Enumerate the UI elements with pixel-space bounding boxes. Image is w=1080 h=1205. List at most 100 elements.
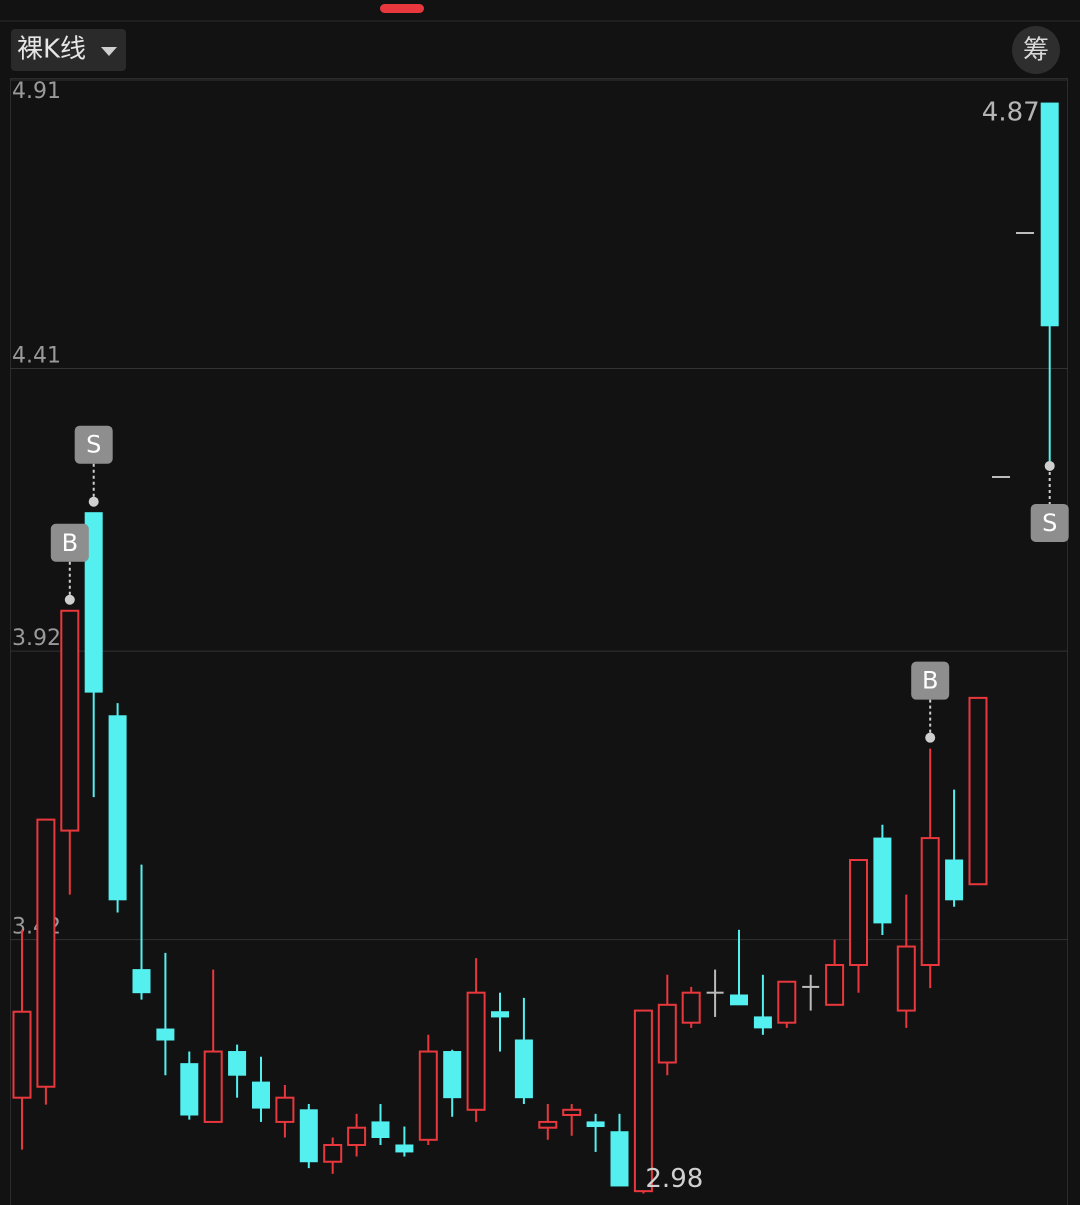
candle (12, 929, 32, 1150)
candle-body (1040, 102, 1059, 327)
marker-label: B (922, 667, 938, 695)
candle (156, 952, 175, 1076)
candle (920, 748, 940, 989)
candle (968, 696, 988, 886)
candle-body (132, 969, 151, 994)
candle-body (657, 1003, 677, 1064)
candle (180, 1051, 199, 1120)
candle-body (323, 1144, 343, 1163)
marker-label: S (86, 431, 101, 459)
trade-marker: S (74, 425, 113, 507)
candle-body (299, 1109, 318, 1163)
candle-body (395, 1144, 414, 1153)
candle-body (371, 1121, 390, 1139)
candle (323, 1137, 343, 1174)
candle-body (753, 1016, 772, 1029)
candle-body (60, 609, 80, 832)
candle (443, 1049, 462, 1117)
candle (36, 818, 56, 1105)
candle (802, 974, 820, 1011)
candle-body (825, 964, 845, 1006)
y-tick-label: 3.92 (12, 626, 61, 651)
candle (538, 1104, 558, 1140)
candle-body (36, 818, 56, 1088)
trade-marker: S (1030, 460, 1069, 542)
candle (132, 864, 151, 1000)
candle (84, 512, 103, 798)
chip-button[interactable]: 筹 (1012, 26, 1060, 74)
candle (945, 789, 964, 907)
candle-body (706, 991, 724, 994)
trade-marker: B (911, 661, 950, 743)
candle-body (108, 715, 127, 901)
trade-marker: B (50, 523, 89, 605)
candle-body (681, 991, 701, 1024)
candle (657, 974, 677, 1076)
marker-dot (1044, 460, 1055, 471)
candle (418, 1034, 438, 1145)
marker-box (50, 523, 89, 562)
plot-frame (10, 78, 1068, 1205)
candle (633, 1009, 653, 1194)
candle-body (252, 1081, 270, 1109)
drag-handle[interactable] (380, 4, 424, 13)
candle (777, 980, 797, 1028)
candle (299, 1104, 318, 1169)
chip-circle (1012, 26, 1060, 74)
candle (347, 1113, 367, 1157)
candle-body (347, 1126, 367, 1146)
candle-body (418, 1050, 438, 1141)
candle (896, 894, 916, 1028)
candle-body (849, 859, 868, 966)
candle-body (777, 980, 797, 1024)
mode-dropdown[interactable]: 裸K线 (11, 29, 126, 71)
marker-label: B (62, 529, 78, 557)
candle-body (228, 1051, 247, 1076)
candle-body (896, 945, 916, 1012)
candle-body (491, 1011, 509, 1018)
candle (395, 1126, 414, 1157)
candle-body (275, 1096, 295, 1123)
candle-body (466, 991, 486, 1111)
mode-label: 裸K线 (17, 35, 86, 65)
marker-box (74, 425, 113, 464)
candle-body (12, 1010, 32, 1099)
candle-body (538, 1120, 558, 1129)
y-tick-label: 4.41 (12, 343, 61, 368)
candle-body (562, 1108, 582, 1117)
extreme-label: 2.98 (645, 1164, 703, 1194)
candle (825, 939, 845, 1006)
marker-label: S (1042, 509, 1057, 537)
candle (1040, 102, 1059, 466)
candle (753, 974, 772, 1035)
candle (849, 859, 868, 993)
candle (586, 1113, 605, 1152)
candle (730, 929, 748, 1006)
extreme-label: 4.87 (982, 98, 1040, 128)
candle-body (180, 1063, 199, 1116)
dropdown-arrow (101, 47, 117, 56)
candle (466, 958, 486, 1122)
marker-box (1030, 503, 1069, 542)
candle-body (920, 837, 940, 966)
candle (371, 1104, 390, 1145)
candle-body (156, 1028, 175, 1041)
candle-body (968, 696, 988, 886)
candle-body (873, 837, 892, 924)
candle (491, 992, 509, 1052)
candle (873, 824, 892, 935)
candle-body (84, 512, 103, 693)
candle (681, 986, 701, 1028)
candle-body (443, 1051, 462, 1099)
candle-body (610, 1131, 629, 1187)
candle (228, 1044, 247, 1098)
candle (514, 997, 533, 1105)
marker-box (911, 661, 950, 700)
chip-label: 筹 (1023, 36, 1049, 66)
candle (706, 969, 724, 1017)
candle (562, 1104, 582, 1136)
dropdown-bg (11, 29, 126, 71)
candle-body (945, 859, 964, 901)
